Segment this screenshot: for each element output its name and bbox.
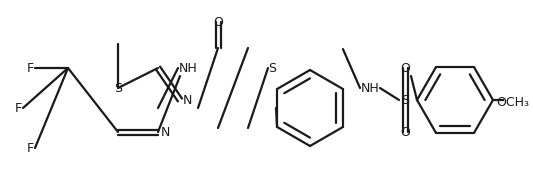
Text: N: N: [160, 125, 169, 139]
Text: NH: NH: [179, 61, 197, 74]
Text: O: O: [400, 125, 410, 139]
Text: F: F: [27, 61, 34, 74]
Text: O: O: [213, 15, 223, 29]
Text: F: F: [14, 102, 21, 115]
Text: S: S: [401, 93, 409, 106]
Text: N: N: [182, 93, 192, 106]
Text: OCH₃: OCH₃: [497, 96, 529, 109]
Text: F: F: [27, 142, 34, 155]
Text: S: S: [268, 61, 276, 74]
Text: O: O: [400, 61, 410, 74]
Text: NH: NH: [361, 81, 379, 95]
Text: S: S: [114, 81, 122, 95]
